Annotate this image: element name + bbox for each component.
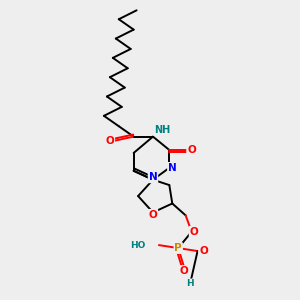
Text: N: N: [148, 172, 157, 182]
Text: HO: HO: [130, 241, 146, 250]
Text: O: O: [199, 246, 208, 256]
Text: NH: NH: [154, 125, 170, 135]
Text: N: N: [168, 163, 177, 173]
Text: O: O: [106, 136, 114, 146]
Text: O: O: [187, 145, 196, 155]
Text: H: H: [186, 279, 194, 288]
Text: O: O: [148, 210, 157, 220]
Text: O: O: [190, 227, 198, 237]
Text: O: O: [180, 266, 189, 276]
Text: P: P: [174, 243, 182, 253]
